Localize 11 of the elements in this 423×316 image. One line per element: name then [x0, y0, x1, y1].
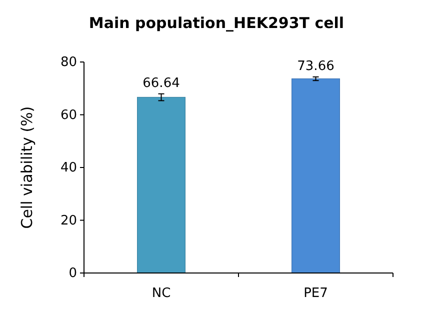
x-tick-label: NC: [152, 286, 171, 301]
chart-title: Main population_HEK293T cell: [88, 14, 344, 32]
x-tick-label: PE7: [304, 286, 328, 301]
y-tick-label: 20: [60, 213, 77, 228]
y-tick-label: 40: [60, 160, 77, 176]
y-tick-label: 60: [60, 108, 77, 123]
y-tick-label: 0: [68, 266, 77, 282]
data-label: 73.66: [297, 58, 334, 74]
y-tick-label: 80: [60, 55, 77, 70]
y-axis-title: Cell viability (%): [18, 106, 36, 229]
data-label: 66.64: [142, 76, 180, 91]
